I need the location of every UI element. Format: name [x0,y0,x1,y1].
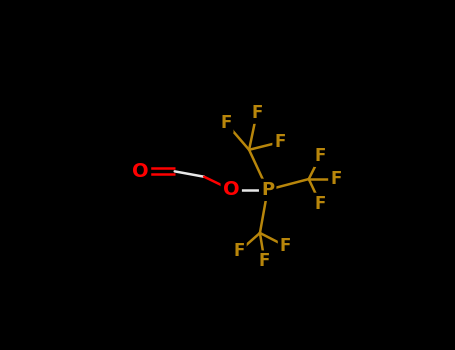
Text: O: O [223,180,240,199]
Text: O: O [132,162,149,181]
Text: F: F [220,114,232,132]
Text: P: P [261,181,274,199]
Text: F: F [233,243,245,260]
Text: F: F [330,170,342,188]
Text: F: F [315,147,326,165]
Text: F: F [251,104,263,122]
Text: F: F [274,133,286,151]
Text: F: F [315,195,326,213]
Text: F: F [259,252,270,271]
Text: F: F [280,237,291,255]
